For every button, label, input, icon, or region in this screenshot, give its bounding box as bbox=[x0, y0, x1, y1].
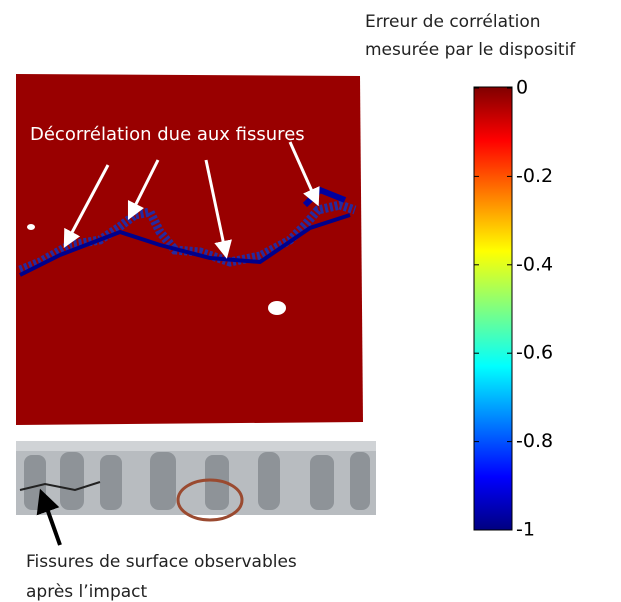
tick-label: -1 bbox=[516, 519, 535, 541]
tick-label: 0 bbox=[516, 77, 528, 99]
map-label: Décorrélation due aux fissures bbox=[30, 124, 305, 145]
photo-caption: Fissures de surface observables bbox=[26, 552, 297, 572]
arrows bbox=[63, 141, 320, 259]
tick-label: -0.4 bbox=[516, 253, 553, 275]
tick-label: -0.6 bbox=[516, 342, 553, 364]
colorbar bbox=[473, 86, 513, 531]
tick-label: -0.2 bbox=[516, 165, 553, 187]
surface-photo bbox=[16, 441, 376, 522]
colorbar-title: mesurée par le dispositif bbox=[365, 40, 576, 60]
tick-label: -0.8 bbox=[516, 430, 553, 452]
caption-arrow bbox=[36, 488, 62, 546]
colorbar-title: Erreur de corrélation bbox=[365, 12, 541, 32]
correlation-map bbox=[16, 74, 363, 425]
photo-caption: après l’impact bbox=[26, 582, 148, 602]
